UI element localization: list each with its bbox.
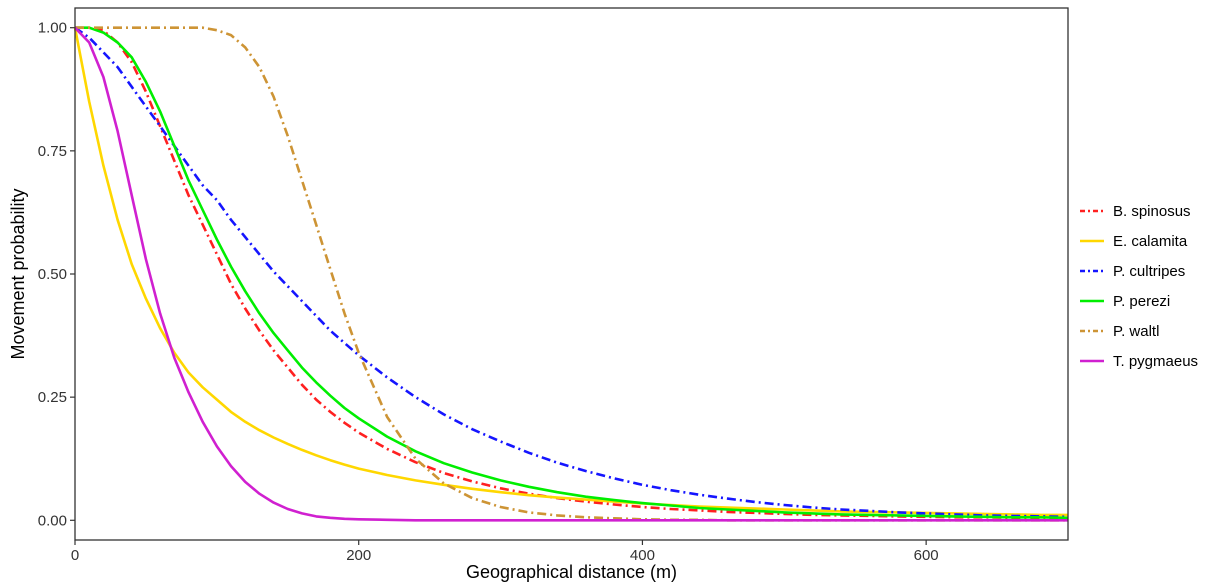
legend-label-p-cultripes: P. cultripes <box>1113 263 1185 280</box>
series-line-t-pygmaeus <box>74 26 1068 522</box>
x-tick-label: 600 <box>914 547 939 564</box>
x-tick-label: 400 <box>630 547 655 564</box>
y-tick-label: 1.00 <box>38 20 67 37</box>
x-tick-label: 200 <box>346 547 371 564</box>
y-tick-label: 0.75 <box>38 143 67 160</box>
x-axis-title: Geographical distance (m) <box>466 562 677 582</box>
plot-area-lines <box>73 26 1069 522</box>
x-tick-label: 0 <box>71 547 79 564</box>
y-tick-label: 0.25 <box>38 389 67 406</box>
legend-label-e-calamita: E. calamita <box>1113 233 1188 250</box>
legend-label-t-pygmaeus: T. pygmaeus <box>1113 353 1198 370</box>
y-axis-title: Movement probability <box>8 188 28 359</box>
plot-frame <box>74 7 1069 541</box>
legend-label-b-spinosus: B. spinosus <box>1113 203 1191 220</box>
legend-label-p-waltl: P. waltl <box>1113 323 1159 340</box>
series-line-e-calamita <box>73 27 1068 517</box>
y-tick-label: 0.50 <box>38 266 67 283</box>
legend: B. spinosus E. calamita P. cultripes P. per… <box>1080 203 1198 370</box>
y-axis: 0.00 0.25 0.50 0.75 1.00 <box>38 20 75 529</box>
legend-label-p-perezi: P. perezi <box>1113 293 1170 310</box>
series-line-p-cultripes <box>74 26 1069 519</box>
x-axis: 0 200 400 600 <box>71 540 939 564</box>
y-tick-label: 0.00 <box>38 512 67 529</box>
series-line-p-perezi <box>75 26 1069 520</box>
